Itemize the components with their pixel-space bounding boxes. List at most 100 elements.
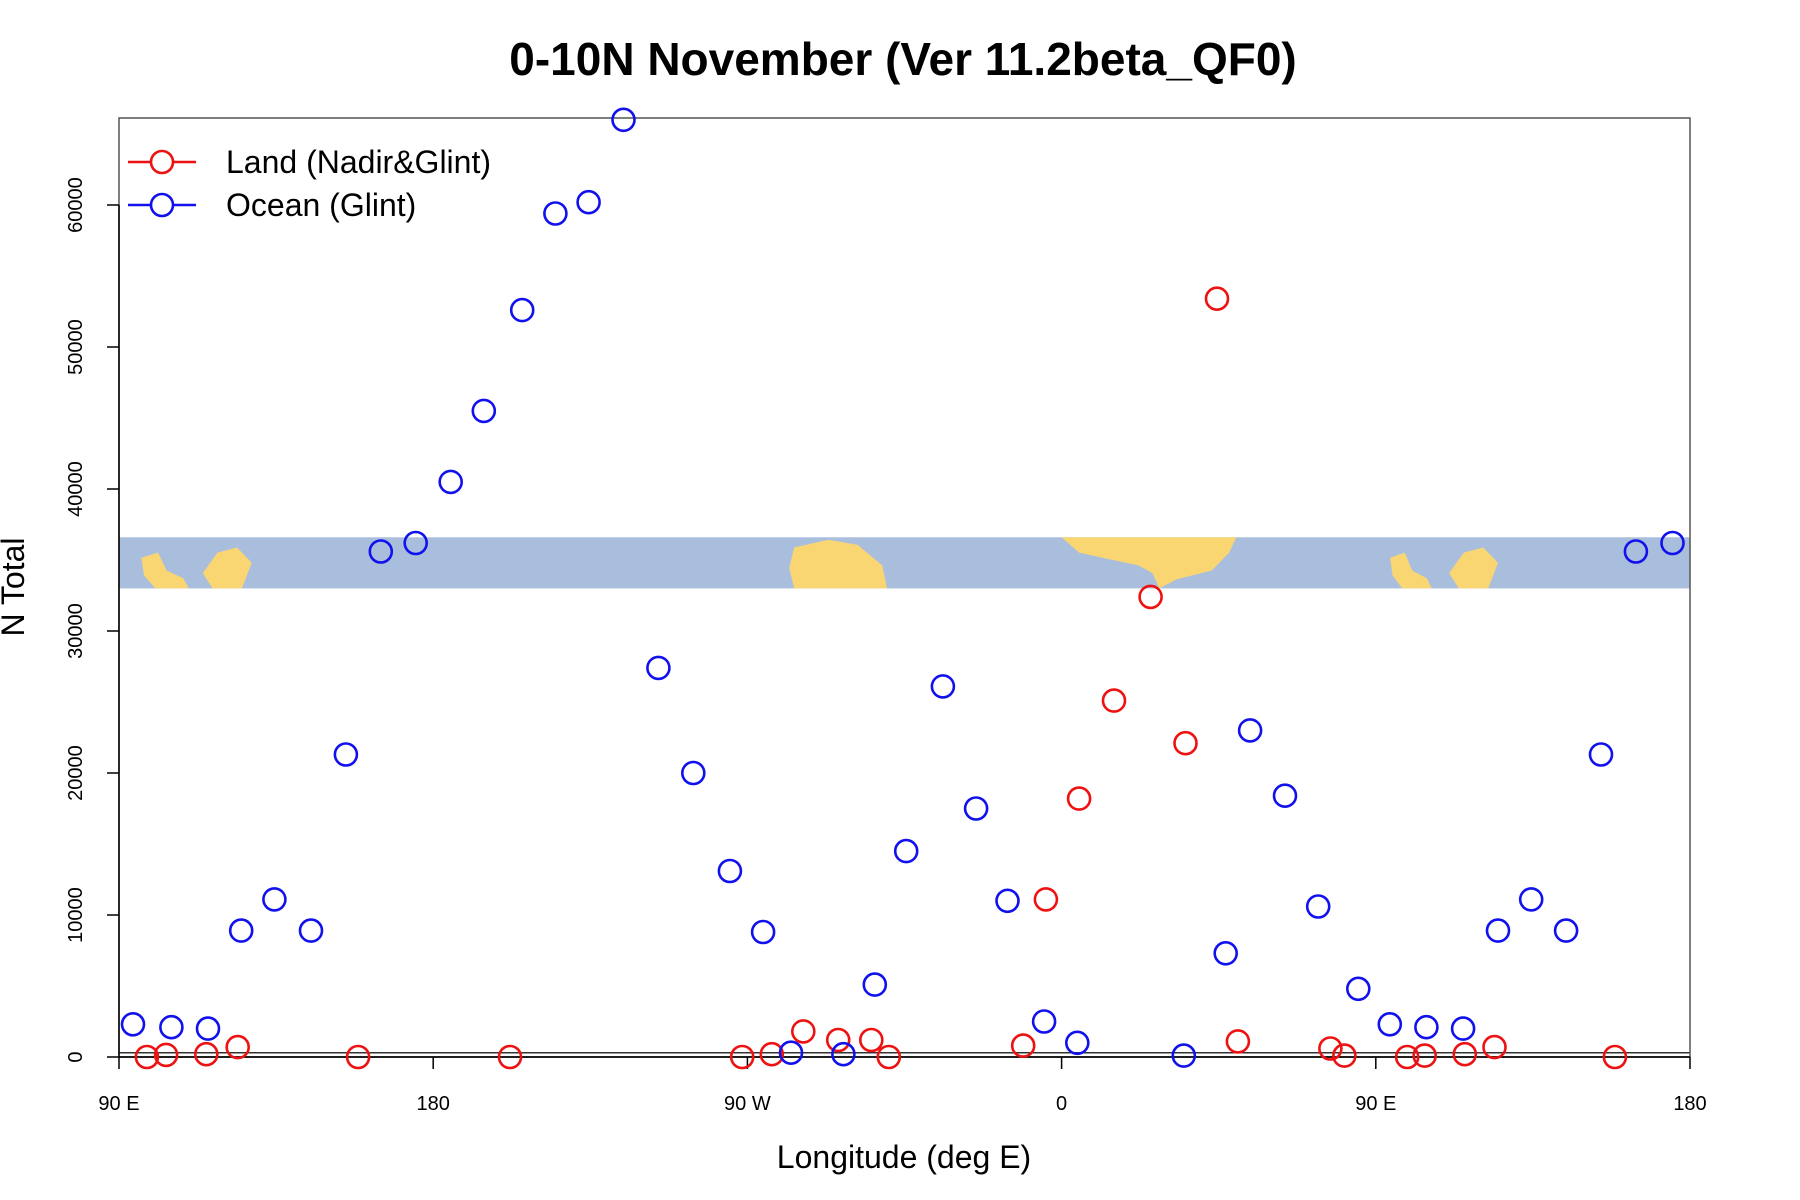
y-axis-title: N Total <box>0 537 31 636</box>
ocean-point <box>1414 1014 1439 1040</box>
y-tick-label: 0 <box>65 1051 87 1062</box>
ocean-point <box>403 530 429 556</box>
map-land-1 <box>789 539 887 589</box>
land-point <box>1394 1044 1420 1070</box>
x-axis: 90 E 180 90 W 0 90 E 180 <box>98 1056 1707 1115</box>
ocean-point <box>1450 1016 1476 1041</box>
map-land-0 <box>1061 537 1237 589</box>
y-tick-label: 30000 <box>65 603 87 659</box>
ocean-point <box>333 742 359 767</box>
ocean-point <box>831 1041 856 1067</box>
land-point <box>345 1044 371 1070</box>
land-point <box>1412 1043 1437 1068</box>
x-tick-label: 90 E <box>98 1093 139 1115</box>
map-land-2 <box>141 552 189 589</box>
x-tick-label: 180 <box>1673 1093 1706 1115</box>
ocean-point <box>680 760 706 786</box>
ocean-point <box>1553 918 1579 943</box>
map-land-4 <box>1390 552 1432 589</box>
y-axis: 0 10000 20000 30000 40000 50000 60000 <box>65 177 120 1063</box>
ocean-point <box>1031 1009 1057 1034</box>
land-point <box>153 1042 179 1068</box>
land-point <box>1010 1033 1036 1058</box>
ocean-point <box>298 918 324 943</box>
land-point <box>759 1041 785 1067</box>
ocean-point <box>1305 894 1331 919</box>
ocean-point <box>930 674 956 699</box>
y-tick-label: 40000 <box>65 461 87 517</box>
ocean-point <box>893 838 919 864</box>
legend-marker-ocean <box>149 192 175 218</box>
legend-label-ocean: Ocean (Glint) <box>226 187 416 223</box>
y-tick-label: 50000 <box>65 319 87 375</box>
land-point <box>1482 1034 1507 1060</box>
ocean-point <box>1171 1043 1197 1068</box>
y-tick-label: 10000 <box>65 887 87 943</box>
map-land-5 <box>1449 547 1498 589</box>
ocean-point <box>438 469 464 495</box>
legend-label-land: Land (Nadir&Glint) <box>226 144 491 180</box>
land-point <box>1318 1036 1343 1061</box>
ocean-point <box>1272 783 1298 809</box>
ocean-point <box>995 888 1020 914</box>
land-point <box>1173 730 1198 756</box>
land-point <box>1138 584 1163 610</box>
land-point <box>497 1044 523 1070</box>
map-strip <box>119 537 1690 589</box>
ocean-point <box>509 297 535 323</box>
legend-marker-land <box>149 149 175 175</box>
ocean-point <box>1623 539 1649 564</box>
land-point <box>1452 1041 1478 1067</box>
ocean-point <box>1213 940 1238 966</box>
land-series <box>134 286 1628 1070</box>
ocean-series <box>120 107 1685 1068</box>
y-tick-label: 20000 <box>65 745 87 801</box>
ocean-point <box>228 918 254 943</box>
chart-title: 0-10N November (Ver 11.2beta_QF0) <box>509 33 1296 85</box>
land-point <box>858 1027 884 1053</box>
data-points <box>120 107 1685 1070</box>
ocean-point <box>611 107 636 133</box>
ocean-point <box>262 887 287 912</box>
land-point <box>729 1044 755 1070</box>
ocean-point <box>646 655 671 681</box>
land-point <box>1332 1043 1357 1068</box>
ocean-point <box>1237 718 1263 743</box>
ocean-point <box>750 919 776 945</box>
x-axis-title: Longitude (deg E) <box>777 1139 1031 1175</box>
land-point <box>134 1044 160 1070</box>
land-point <box>194 1041 219 1067</box>
legend: Land (Nadir&Glint) Ocean (Glint) <box>128 144 491 223</box>
ocean-point <box>778 1040 804 1065</box>
land-point <box>1602 1044 1628 1070</box>
ocean-point <box>195 1016 221 1041</box>
x-tick-label: 90 E <box>1355 1093 1396 1115</box>
land-point <box>1101 688 1127 713</box>
x-tick-label: 0 <box>1056 1093 1067 1115</box>
ocean-point <box>1660 530 1685 556</box>
ocean-point <box>1485 918 1511 943</box>
map-land-3 <box>202 547 252 589</box>
ocean-point <box>1346 976 1371 1002</box>
ocean-point <box>576 189 601 215</box>
ocean-point <box>862 972 888 997</box>
ocean-point <box>1065 1030 1090 1056</box>
ocean-point <box>471 398 497 424</box>
ocean-point <box>543 201 568 226</box>
land-point <box>225 1034 250 1060</box>
ocean-point <box>368 539 394 564</box>
ocean-point <box>1588 742 1614 767</box>
land-point <box>1066 786 1092 811</box>
land-point <box>825 1027 851 1053</box>
x-tick-label: 180 <box>417 1093 450 1115</box>
ocean-point <box>159 1014 184 1040</box>
land-point <box>790 1019 816 1044</box>
x-tick-label: 90 W <box>724 1093 771 1115</box>
ocean-point <box>120 1012 146 1037</box>
ocean-point <box>1518 887 1544 912</box>
land-point <box>1225 1029 1251 1054</box>
ocean-point <box>963 796 989 821</box>
land-point <box>876 1044 902 1070</box>
land-point <box>1033 887 1059 912</box>
y-tick-label: 60000 <box>65 177 87 233</box>
